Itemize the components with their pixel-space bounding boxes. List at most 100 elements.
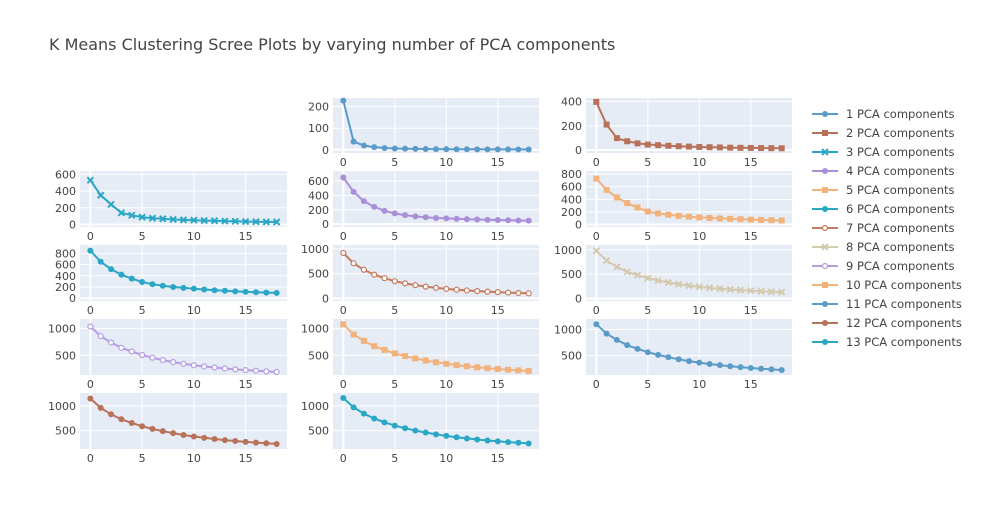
data-point — [128, 211, 136, 220]
x-tick-label: 15 — [491, 304, 505, 317]
data-point — [170, 358, 177, 366]
y-tick-label: 0 — [322, 218, 329, 231]
data-point — [340, 97, 347, 104]
legend-item-4[interactable]: 4 PCA components — [812, 164, 955, 178]
y-tick-label: 0 — [575, 218, 582, 231]
subplot-1: 0 5 10 15 0 100 200 — [308, 97, 539, 169]
x-tick-label: 0 — [593, 156, 600, 169]
data-point — [716, 144, 723, 151]
data-point — [97, 332, 104, 340]
data-point — [644, 349, 651, 356]
data-point — [107, 200, 115, 209]
legend-label: 4 PCA components — [846, 164, 955, 178]
y-tick-label: 0 — [322, 293, 329, 306]
legend-item-1[interactable]: 1 PCA components — [812, 107, 955, 121]
y-tick-label: 400 — [55, 185, 76, 198]
data-point — [350, 188, 357, 195]
legend-item-6[interactable]: 6 PCA components — [812, 202, 955, 216]
data-point — [463, 146, 470, 153]
data-point — [211, 287, 218, 294]
y-tick-label: 1000 — [554, 244, 582, 257]
data-point — [96, 191, 105, 199]
data-point — [727, 144, 734, 151]
x-tick-label: 0 — [87, 304, 94, 317]
legend-item-13[interactable]: 13 PCA components — [812, 335, 962, 349]
data-point — [107, 339, 115, 346]
legend-item-10[interactable]: 10 PCA components — [812, 278, 962, 292]
subplot-8: 0 5 10 15 0 500 1000 — [554, 244, 792, 317]
data-point — [613, 135, 620, 142]
data-point — [340, 321, 347, 328]
legend-item-11[interactable]: 11 PCA components — [812, 297, 962, 311]
data-point — [778, 217, 785, 224]
data-point — [474, 364, 481, 371]
y-tick-label: 1000 — [301, 323, 329, 336]
legend-item-5[interactable]: 5 PCA components — [812, 183, 955, 197]
x-tick-label: 15 — [239, 230, 253, 243]
legend[interactable]: 1 PCA components 2 PCA components 3 PCA co… — [812, 107, 962, 349]
legend-item-2[interactable]: 2 PCA components — [812, 126, 955, 140]
data-point — [706, 361, 713, 368]
data-point — [242, 438, 249, 445]
data-point — [201, 434, 208, 441]
x-tick-label: 5 — [644, 156, 651, 169]
legend-swatch-marker — [822, 187, 828, 193]
data-point — [273, 368, 280, 376]
x-tick-label: 10 — [692, 230, 706, 243]
data-point — [655, 210, 662, 217]
x-tick-label: 15 — [491, 452, 505, 465]
data-point — [505, 366, 512, 373]
data-point — [252, 289, 259, 296]
y-tick-label: 500 — [561, 350, 582, 363]
data-point — [201, 286, 208, 293]
data-point — [494, 365, 501, 372]
x-tick-label: 5 — [391, 304, 398, 317]
legend-swatch-marker — [821, 262, 829, 270]
data-point — [494, 289, 501, 296]
data-point — [360, 410, 367, 417]
legend-item-9[interactable]: 9 PCA components — [812, 259, 955, 273]
x-tick-label: 5 — [391, 452, 398, 465]
y-tick-label: 1000 — [301, 400, 329, 413]
data-point — [737, 216, 744, 223]
y-tick-label: 1000 — [48, 323, 76, 336]
data-point — [97, 404, 104, 411]
data-point — [221, 365, 228, 372]
x-tick-label: 10 — [692, 156, 706, 169]
data-point — [665, 211, 672, 218]
data-point — [210, 217, 219, 225]
data-point — [190, 285, 197, 292]
data-point — [747, 216, 754, 223]
data-point — [252, 218, 260, 226]
subplot-3: 0 5 10 15 0 200 400 600 — [55, 168, 287, 243]
data-point — [433, 431, 439, 438]
subplot-7: 0 5 10 15 0 500 1000 — [301, 243, 539, 317]
x-tick-label: 15 — [491, 156, 505, 169]
x-tick-label: 15 — [239, 304, 253, 317]
data-point — [443, 432, 450, 439]
data-point — [118, 416, 125, 423]
data-point — [525, 146, 532, 153]
data-point — [180, 284, 187, 291]
data-point — [443, 360, 450, 367]
data-point — [402, 280, 409, 287]
data-point — [716, 285, 724, 293]
legend-item-8[interactable]: 8 PCA components — [812, 240, 955, 254]
data-point — [159, 215, 167, 223]
data-point — [613, 336, 620, 343]
plot-area — [80, 393, 287, 449]
legend-item-7[interactable]: 7 PCA components — [812, 221, 955, 235]
data-point — [515, 217, 522, 224]
data-point — [624, 138, 631, 145]
data-point — [242, 288, 249, 295]
data-point — [463, 287, 470, 294]
x-tick-label: 0 — [593, 378, 600, 391]
legend-item-3[interactable]: 3 PCA components — [812, 145, 955, 159]
legend-item-12[interactable]: 12 PCA components — [812, 316, 962, 330]
data-point — [593, 175, 600, 182]
data-point — [443, 215, 450, 222]
data-point — [211, 436, 218, 443]
data-point — [463, 435, 470, 442]
y-tick-label: 0 — [69, 218, 76, 231]
